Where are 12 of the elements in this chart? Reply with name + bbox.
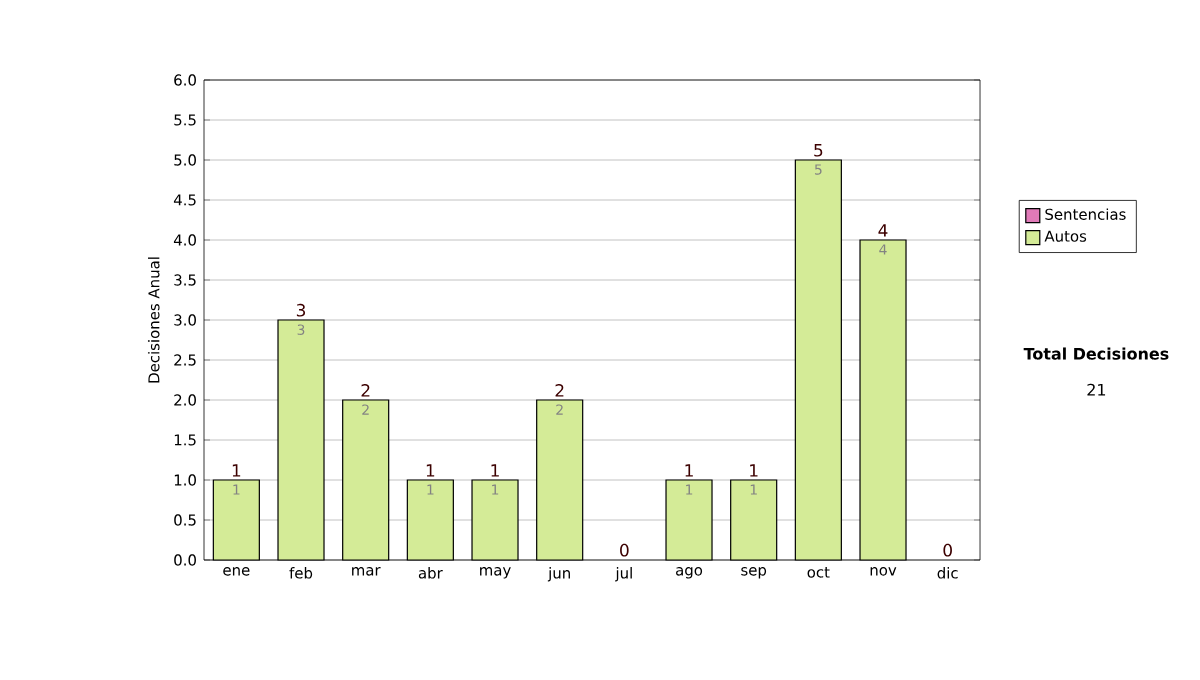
total-label: 1	[232, 464, 241, 477]
total-label: 0	[620, 543, 629, 557]
total-label: 1	[685, 464, 693, 477]
total-label: 2	[555, 384, 564, 397]
total-label: 3	[296, 303, 306, 317]
total-label: 2	[361, 384, 370, 397]
total-label: 1	[426, 464, 435, 477]
total-label: 4	[878, 224, 888, 237]
total-label: 1	[750, 464, 758, 477]
total-label: 0	[943, 543, 952, 557]
total-label: 5	[814, 144, 823, 157]
total-label: 1	[491, 464, 499, 477]
